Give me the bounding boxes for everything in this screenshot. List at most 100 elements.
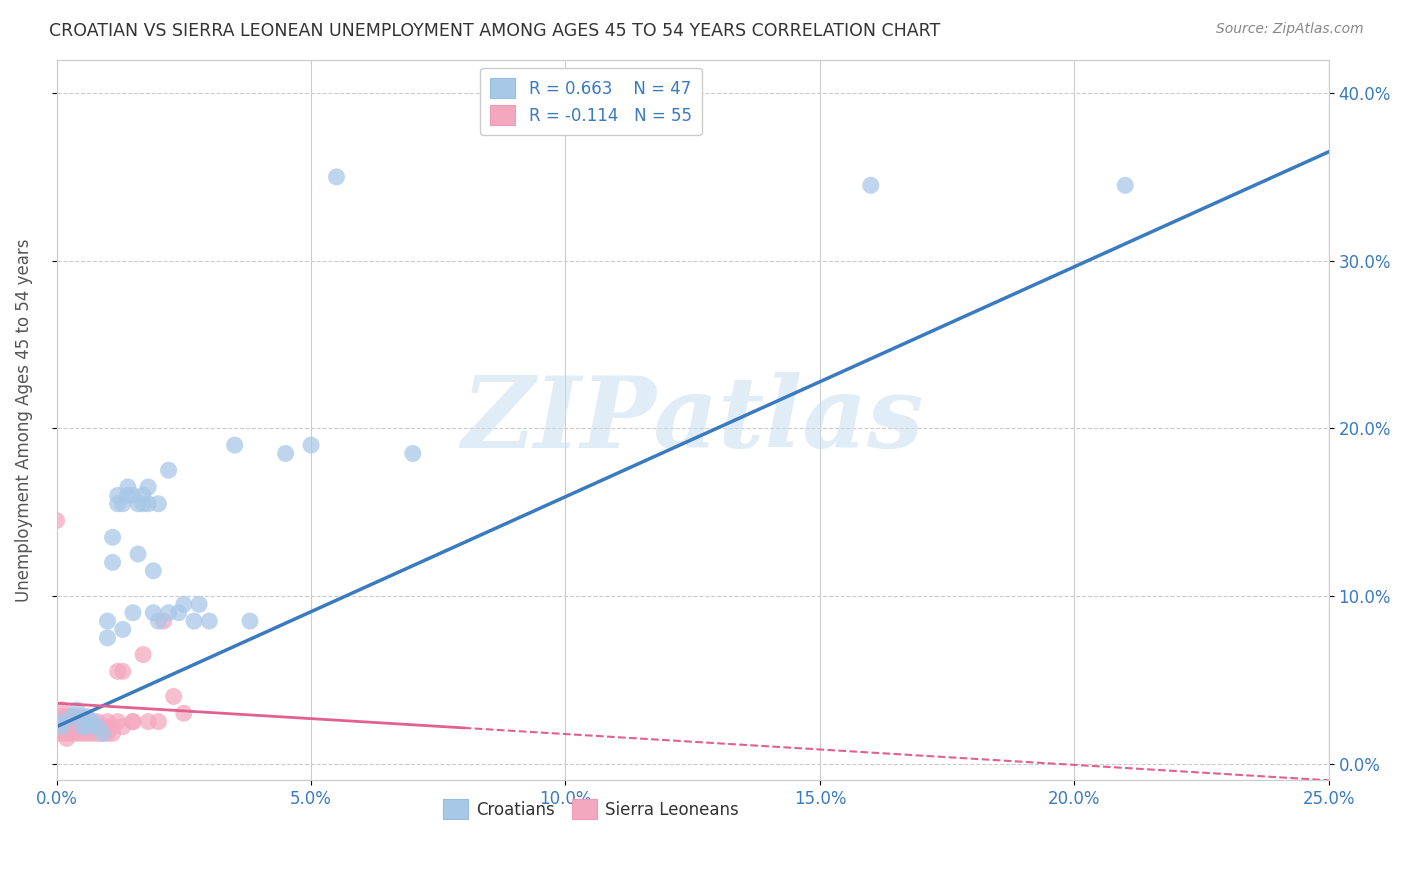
Point [122,714,145,729]
Point [148,714,170,729]
Point [60,720,83,734]
Point [66,720,89,734]
Point [117,480,139,494]
Point [76,720,98,734]
Point [132,488,155,502]
Point [45,726,67,740]
Point [157,606,180,620]
Point [70,726,93,740]
Point [66,726,89,740]
Point [148,614,170,628]
Point [76,709,98,723]
Point [76,720,98,734]
Point [56,731,79,746]
Point [56,720,79,734]
Point [86,720,108,734]
Point [122,488,145,502]
Point [107,714,129,729]
Point [86,714,108,729]
Point [66,714,89,729]
Point [91,720,114,734]
Point [66,709,89,723]
Point [107,665,129,679]
Legend: Croatians, Sierra Leoneans: Croatians, Sierra Leoneans [436,792,745,826]
Point [45,714,67,729]
Point [70,720,93,734]
Point [91,726,114,740]
Point [111,720,134,734]
Point [86,726,108,740]
Text: ZIPatlas: ZIPatlas [461,372,924,468]
Point [163,690,186,704]
Point [82,726,104,740]
Point [157,463,180,477]
Point [60,714,83,729]
Point [101,720,124,734]
Point [299,438,322,452]
Point [152,614,174,628]
Point [51,714,73,729]
Point [96,614,118,628]
Point [402,446,425,460]
Point [188,597,211,611]
Point [173,597,195,611]
Point [51,720,73,734]
Point [101,726,124,740]
Point [76,726,98,740]
Point [51,703,73,717]
Point [82,714,104,729]
Point [82,720,104,734]
Point [132,648,155,662]
Point [56,714,79,729]
Point [86,720,108,734]
Point [148,497,170,511]
Point [1114,178,1136,193]
Point [127,497,149,511]
Point [91,726,114,740]
Point [101,530,124,544]
Point [167,606,190,620]
Point [45,720,67,734]
Point [136,497,159,511]
Point [56,726,79,740]
Point [96,631,118,645]
Point [96,720,118,734]
Point [101,556,124,570]
Point [173,706,195,721]
Point [66,703,89,717]
Point [82,714,104,729]
Point [136,480,159,494]
Point [142,606,165,620]
Point [224,438,246,452]
Point [107,488,129,502]
Point [60,709,83,723]
Point [239,614,262,628]
Point [183,614,205,628]
Point [60,726,83,740]
Point [132,497,155,511]
Point [111,497,134,511]
Point [859,178,882,193]
Point [60,709,83,723]
Point [56,709,79,723]
Text: CROATIAN VS SIERRA LEONEAN UNEMPLOYMENT AMONG AGES 45 TO 54 YEARS CORRELATION CH: CROATIAN VS SIERRA LEONEAN UNEMPLOYMENT … [49,22,941,40]
Point [51,720,73,734]
Point [70,714,93,729]
Point [122,606,145,620]
Text: Source: ZipAtlas.com: Source: ZipAtlas.com [1216,22,1364,37]
Point [51,709,73,723]
Point [117,488,139,502]
Point [70,720,93,734]
Point [96,726,118,740]
Point [127,547,149,561]
Point [76,714,98,729]
Point [45,514,67,528]
Point [198,614,221,628]
Point [142,564,165,578]
Point [325,169,347,184]
Point [51,714,73,729]
Point [51,726,73,740]
Point [70,709,93,723]
Point [107,497,129,511]
Point [96,714,118,729]
